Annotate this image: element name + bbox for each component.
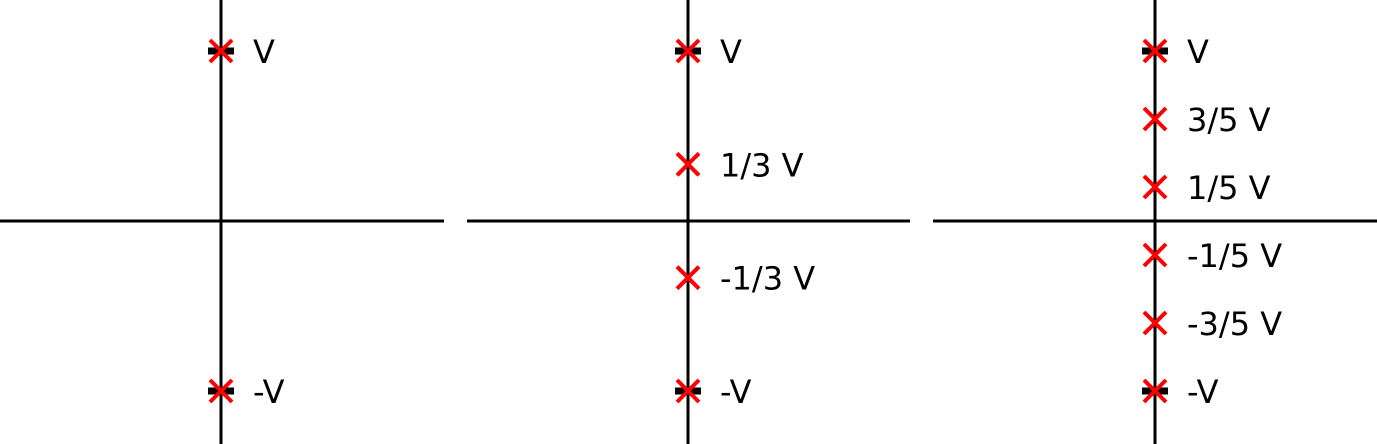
cross-marker-stroke xyxy=(675,265,701,291)
level-label: V xyxy=(253,33,275,71)
cross-marker-icon xyxy=(1142,38,1168,64)
cross-marker-icon xyxy=(1142,174,1168,200)
level-point: V xyxy=(208,33,275,71)
level-point: V xyxy=(675,33,742,71)
cross-marker-stroke xyxy=(1142,38,1168,64)
cross-marker-stroke xyxy=(1142,378,1168,404)
panel-1: V -V xyxy=(0,0,444,444)
cross-marker-icon xyxy=(675,378,701,404)
cross-marker-icon xyxy=(675,265,701,291)
cross-marker-stroke xyxy=(208,378,234,404)
level-label: 1/3 V xyxy=(720,146,804,184)
level-point: -1/5 V xyxy=(1142,237,1282,275)
panel-2: V 1/3 V -1/3 V -V xyxy=(467,0,910,444)
level-label: -3/5 V xyxy=(1187,305,1282,343)
cross-marker-icon xyxy=(675,151,701,177)
level-label: -V xyxy=(253,373,285,411)
cross-marker-stroke xyxy=(675,151,701,177)
cross-marker-icon xyxy=(208,378,234,404)
cross-marker-icon xyxy=(1142,242,1168,268)
level-label: V xyxy=(720,33,742,71)
level-point: -V xyxy=(208,373,285,411)
cross-marker-icon xyxy=(208,38,234,64)
level-label: -V xyxy=(720,373,752,411)
level-label: V xyxy=(1187,33,1209,71)
level-point: -1/3 V xyxy=(675,260,815,298)
cross-marker-stroke xyxy=(1142,242,1168,268)
cross-marker-stroke xyxy=(1142,310,1168,336)
level-label: -1/3 V xyxy=(720,260,815,298)
cross-marker-icon xyxy=(1142,378,1168,404)
level-label: -V xyxy=(1187,373,1219,411)
cross-marker-stroke xyxy=(675,378,701,404)
cross-marker-icon xyxy=(675,38,701,64)
level-label: 3/5 V xyxy=(1187,101,1271,139)
level-label: 1/5 V xyxy=(1187,169,1271,207)
cross-marker-icon xyxy=(1142,310,1168,336)
level-point: V xyxy=(1142,33,1209,71)
level-point: -V xyxy=(675,373,752,411)
level-point: 1/3 V xyxy=(675,146,804,184)
cross-marker-stroke xyxy=(208,38,234,64)
cross-marker-stroke xyxy=(675,38,701,64)
cross-marker-stroke xyxy=(1142,106,1168,132)
cross-marker-icon xyxy=(1142,106,1168,132)
level-point: 1/5 V xyxy=(1142,169,1271,207)
panel-3: V 3/5 V 1/5 V -1/5 V -3/5 V -V xyxy=(933,0,1377,444)
level-point: -3/5 V xyxy=(1142,305,1282,343)
level-label: -1/5 V xyxy=(1187,237,1282,275)
level-point: -V xyxy=(1142,373,1219,411)
level-point: 3/5 V xyxy=(1142,101,1271,139)
cross-marker-stroke xyxy=(1142,174,1168,200)
